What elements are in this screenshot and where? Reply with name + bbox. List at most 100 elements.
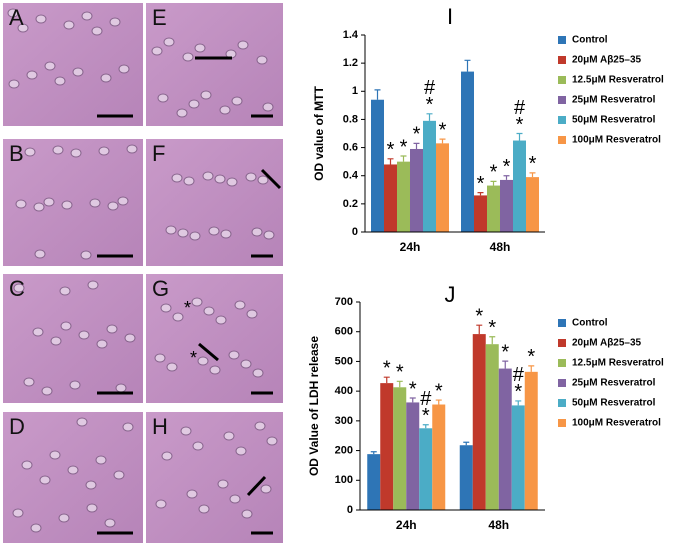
micrograph	[146, 412, 283, 543]
chart-title: J	[445, 282, 456, 307]
significance-mark: #	[514, 97, 526, 119]
cell	[154, 353, 166, 363]
cell	[7, 8, 19, 18]
legend-label: Control	[572, 35, 608, 46]
y-tick-label: 1.4	[343, 29, 359, 41]
cell	[41, 386, 53, 396]
chart-title: I	[447, 4, 453, 29]
cell	[126, 144, 138, 154]
cell	[237, 40, 249, 50]
cell	[161, 451, 173, 461]
significance-mark: #	[424, 77, 436, 99]
legend-label: 25μM Resveratrol	[572, 378, 656, 389]
cell	[200, 90, 212, 100]
error-bar	[374, 89, 381, 100]
error-bar	[409, 397, 416, 403]
bar	[393, 387, 407, 510]
bar	[461, 71, 474, 232]
y-tick-label: 200	[335, 444, 353, 456]
legend-label: 100μM Resveratrol	[572, 418, 661, 429]
error-bar	[476, 324, 483, 335]
bar	[367, 454, 381, 510]
cell	[262, 102, 274, 112]
error-bar	[387, 158, 394, 165]
bar	[511, 405, 525, 510]
micrograph	[146, 274, 283, 403]
y-tick-label: 0.6	[343, 141, 358, 153]
cell	[208, 226, 220, 236]
cell	[182, 52, 194, 62]
error-bar	[463, 441, 470, 446]
cell	[188, 99, 200, 109]
cell	[100, 73, 112, 83]
cell	[21, 460, 33, 470]
x-tick-label: 48h	[490, 240, 511, 254]
cell	[44, 61, 56, 71]
bar	[459, 445, 473, 510]
cell	[235, 446, 247, 456]
y-tick-label: 100	[335, 474, 353, 486]
x-tick-label: 24h	[396, 518, 417, 532]
cell	[183, 176, 195, 186]
cell	[202, 171, 214, 181]
error-bar	[422, 424, 429, 429]
cell	[86, 503, 98, 513]
bar	[487, 185, 500, 232]
y-tick-label: 300	[335, 415, 353, 427]
cell	[254, 421, 266, 431]
cell	[245, 172, 257, 182]
cell	[87, 280, 99, 290]
error-bar	[439, 138, 446, 144]
cell	[106, 324, 118, 334]
cell	[33, 202, 45, 212]
cell	[171, 173, 183, 183]
cell	[81, 11, 93, 21]
error-bar	[477, 192, 484, 196]
cell	[246, 309, 258, 319]
error-bar	[489, 336, 496, 345]
panel-label: B	[9, 141, 24, 166]
cell	[61, 200, 73, 210]
legend-swatch	[558, 116, 566, 124]
y-tick-label: 500	[335, 355, 353, 367]
cell	[241, 509, 253, 519]
bar	[498, 368, 512, 510]
cell	[192, 441, 204, 451]
cell	[160, 303, 172, 313]
cell	[256, 55, 268, 65]
bar	[436, 143, 449, 232]
error-bar	[516, 132, 523, 141]
cell	[209, 365, 221, 375]
y-tick-label: 0.8	[343, 113, 358, 125]
bar	[406, 402, 420, 510]
y-axis-label: OD Value of LDH release	[307, 336, 321, 476]
bar	[384, 164, 397, 232]
bar	[500, 179, 513, 232]
cell	[166, 362, 178, 372]
cell	[63, 20, 75, 30]
cell	[95, 455, 107, 465]
cell	[39, 475, 51, 485]
cell	[96, 339, 108, 349]
cell	[122, 422, 134, 432]
cell	[115, 383, 127, 393]
error-bar	[400, 155, 407, 162]
cell	[58, 513, 70, 523]
legend-swatch	[558, 419, 566, 427]
significance-mark: *	[383, 357, 391, 379]
cell	[89, 198, 101, 208]
cell	[23, 377, 35, 387]
cell	[8, 79, 20, 89]
significance-mark: *	[426, 94, 434, 116]
legend-label: 20μM Aβ25–35	[572, 55, 642, 66]
cell	[189, 231, 201, 241]
error-bar	[464, 59, 471, 72]
significance-mark: *	[490, 162, 498, 184]
cell	[35, 14, 47, 24]
cell	[72, 67, 84, 77]
panel-label: C	[9, 276, 25, 301]
significance-mark: *	[503, 156, 511, 178]
significance-mark: *	[435, 380, 443, 402]
bar	[371, 99, 384, 232]
